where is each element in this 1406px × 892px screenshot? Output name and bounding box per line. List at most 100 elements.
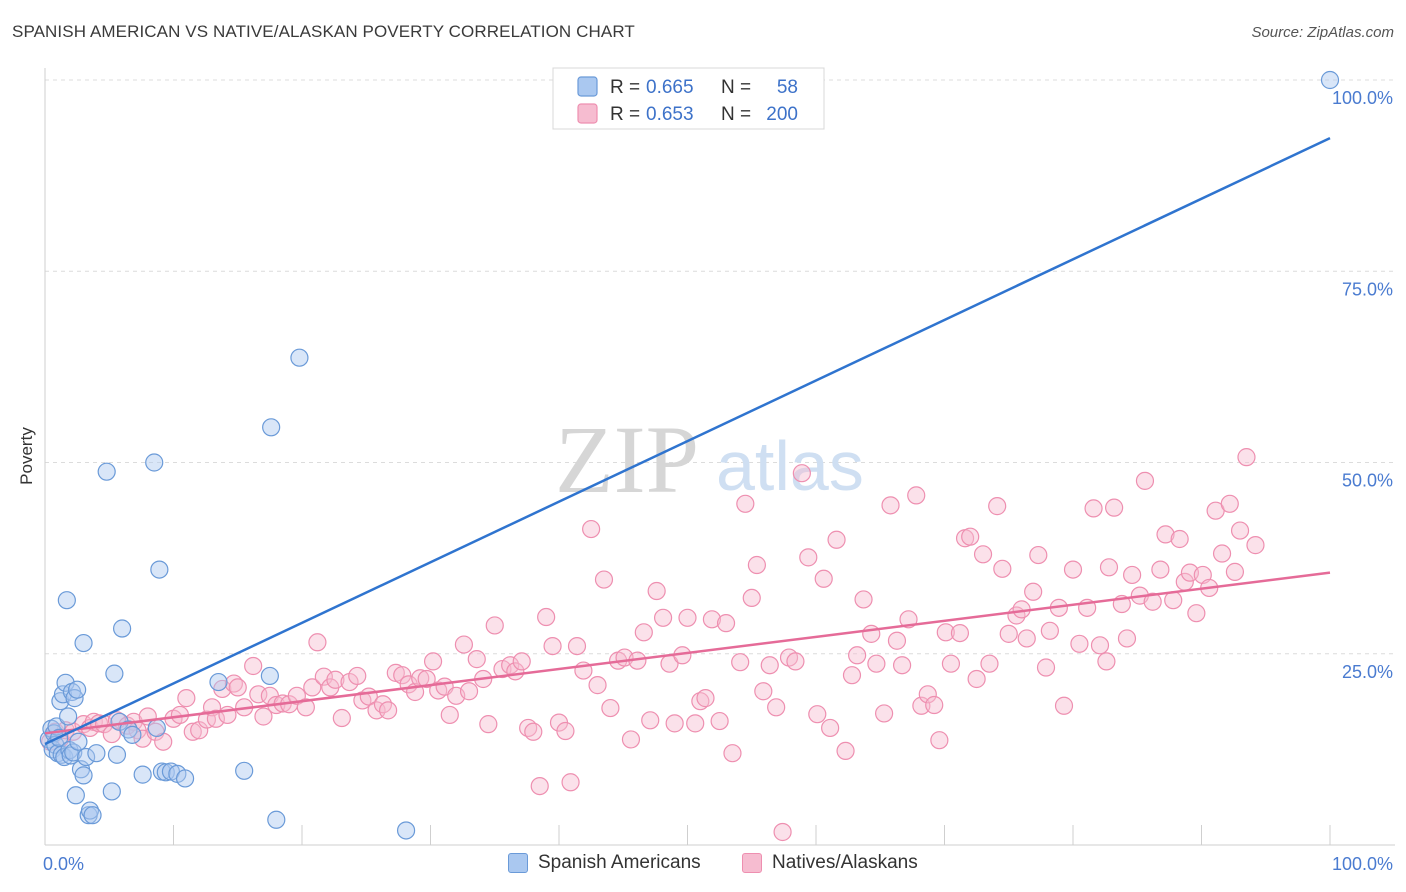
- chart-title: SPANISH AMERICAN VS NATIVE/ALASKAN POVER…: [12, 22, 635, 41]
- data-point-natives-alaskans: [647, 581, 666, 601]
- data-point-natives-alaskans: [773, 822, 792, 842]
- data-point-natives-alaskans: [892, 656, 912, 675]
- data-point-natives-alaskans: [244, 656, 263, 676]
- data-point-natives-alaskans: [875, 704, 894, 723]
- data-point-natives-alaskans: [567, 636, 587, 656]
- data-point-natives-alaskans: [1151, 560, 1170, 579]
- data-point-natives-alaskans: [556, 721, 575, 741]
- legend-r-value-2: 0.653: [646, 104, 694, 125]
- data-point-natives-alaskans: [393, 666, 412, 685]
- data-point-natives-alaskans: [459, 682, 479, 701]
- data-point-natives-alaskans: [296, 698, 315, 717]
- legend-box: R = 0.665 N = 58 R = 0.653 N = 200: [552, 67, 825, 130]
- data-point-spanish-americans: [145, 453, 164, 472]
- data-point-natives-alaskans: [543, 636, 562, 656]
- legend-n-label-1: N =: [721, 77, 751, 98]
- data-point-natives-alaskans: [1029, 545, 1048, 565]
- bottom-legend: Spanish Americans Natives/Alaskans: [0, 852, 1406, 878]
- legend-r-label-2: R =: [610, 104, 640, 125]
- data-point-spanish-americans: [97, 462, 116, 481]
- data-point-spanish-americans: [147, 718, 166, 738]
- data-point-natives-alaskans: [1123, 565, 1142, 585]
- data-point-natives-alaskans: [183, 722, 202, 741]
- data-point-natives-alaskans: [485, 616, 504, 635]
- data-point-natives-alaskans: [530, 776, 549, 796]
- watermark-atlas: atlas: [716, 427, 864, 505]
- spanish-americans-points: [39, 70, 1340, 840]
- data-point-natives-alaskans: [479, 715, 498, 734]
- legend-swatch-natives-alaskans: [742, 853, 762, 873]
- data-point-spanish-americans: [57, 591, 76, 610]
- data-point-natives-alaskans: [881, 496, 900, 515]
- data-point-natives-alaskans: [821, 718, 840, 738]
- data-point-natives-alaskans: [961, 527, 980, 546]
- trend-line-spanish-americans: [44, 137, 1331, 746]
- data-point-natives-alaskans: [999, 624, 1018, 643]
- data-point-natives-alaskans: [1097, 652, 1116, 671]
- data-point-natives-alaskans: [686, 714, 705, 733]
- data-point-spanish-americans: [83, 806, 102, 825]
- data-point-natives-alaskans: [1054, 696, 1074, 715]
- data-point-natives-alaskans: [723, 744, 742, 763]
- data-point-spanish-americans: [68, 680, 87, 699]
- legend-label-natives-alaskans: Natives/Alaskans: [772, 852, 918, 873]
- data-point-spanish-americans: [209, 672, 228, 692]
- data-point-natives-alaskans: [827, 530, 846, 549]
- data-point-spanish-americans: [74, 633, 93, 653]
- y-tick-label: 50.0%: [1342, 471, 1393, 491]
- y-tick-label: 100.0%: [1332, 88, 1393, 108]
- data-point-spanish-americans: [1320, 70, 1340, 90]
- data-point-natives-alaskans: [249, 685, 268, 704]
- data-point-natives-alaskans: [691, 692, 710, 711]
- data-point-natives-alaskans: [786, 652, 805, 671]
- data-point-natives-alaskans: [867, 654, 886, 673]
- data-point-natives-alaskans: [177, 689, 196, 708]
- data-point-spanish-americans: [66, 786, 85, 805]
- data-point-natives-alaskans: [808, 705, 827, 724]
- data-point-natives-alaskans: [754, 682, 773, 701]
- data-point-natives-alaskans: [736, 494, 755, 513]
- legend-item-natives-alaskans[interactable]: Natives/Alaskans: [742, 852, 918, 874]
- data-point-natives-alaskans: [1099, 558, 1119, 577]
- data-point-natives-alaskans: [792, 464, 811, 483]
- data-point-natives-alaskans: [1225, 562, 1245, 581]
- data-point-spanish-americans: [107, 745, 127, 764]
- legend-item-spanish-americans[interactable]: Spanish Americans: [508, 852, 701, 874]
- data-point-spanish-americans: [59, 707, 78, 726]
- data-point-natives-alaskans: [1090, 636, 1110, 655]
- data-point-natives-alaskans: [1156, 525, 1175, 544]
- watermark-zip: ZIP: [555, 406, 699, 513]
- data-point-natives-alaskans: [326, 670, 345, 689]
- source-label: Source: ZipAtlas.com: [1251, 24, 1394, 41]
- data-point-natives-alaskans: [594, 570, 614, 589]
- data-point-natives-alaskans: [1143, 592, 1162, 611]
- data-point-spanish-americans: [123, 725, 142, 744]
- data-point-natives-alaskans: [254, 707, 273, 726]
- x-tick-label: 100.0%: [1332, 854, 1393, 874]
- data-point-natives-alaskans: [348, 666, 367, 686]
- trend-line-natives-alaskans: [44, 571, 1331, 735]
- data-point-natives-alaskans: [967, 669, 986, 689]
- legend-swatch-blue: [577, 76, 598, 97]
- data-point-natives-alaskans: [524, 722, 543, 741]
- data-point-spanish-americans: [112, 619, 132, 638]
- legend-n-value-2: 200: [766, 104, 798, 125]
- legend-label-spanish-americans: Spanish Americans: [538, 852, 701, 873]
- data-point-natives-alaskans: [537, 607, 556, 627]
- data-point-spanish-americans: [156, 763, 175, 782]
- data-point-natives-alaskans: [1040, 621, 1059, 640]
- data-point-natives-alaskans: [993, 559, 1012, 578]
- data-point-natives-alaskans: [588, 676, 607, 695]
- data-point-natives-alaskans: [747, 555, 766, 575]
- data-point-natives-alaskans: [742, 588, 761, 608]
- data-point-natives-alaskans: [1105, 498, 1124, 517]
- data-point-natives-alaskans: [836, 741, 855, 761]
- legend-n-label-2: N =: [721, 104, 751, 125]
- data-point-natives-alaskans: [814, 569, 833, 588]
- data-point-spanish-americans: [396, 821, 416, 840]
- data-point-natives-alaskans: [716, 614, 736, 633]
- data-point-spanish-americans: [267, 810, 286, 829]
- data-point-natives-alaskans: [988, 497, 1007, 516]
- data-point-spanish-americans: [150, 560, 169, 579]
